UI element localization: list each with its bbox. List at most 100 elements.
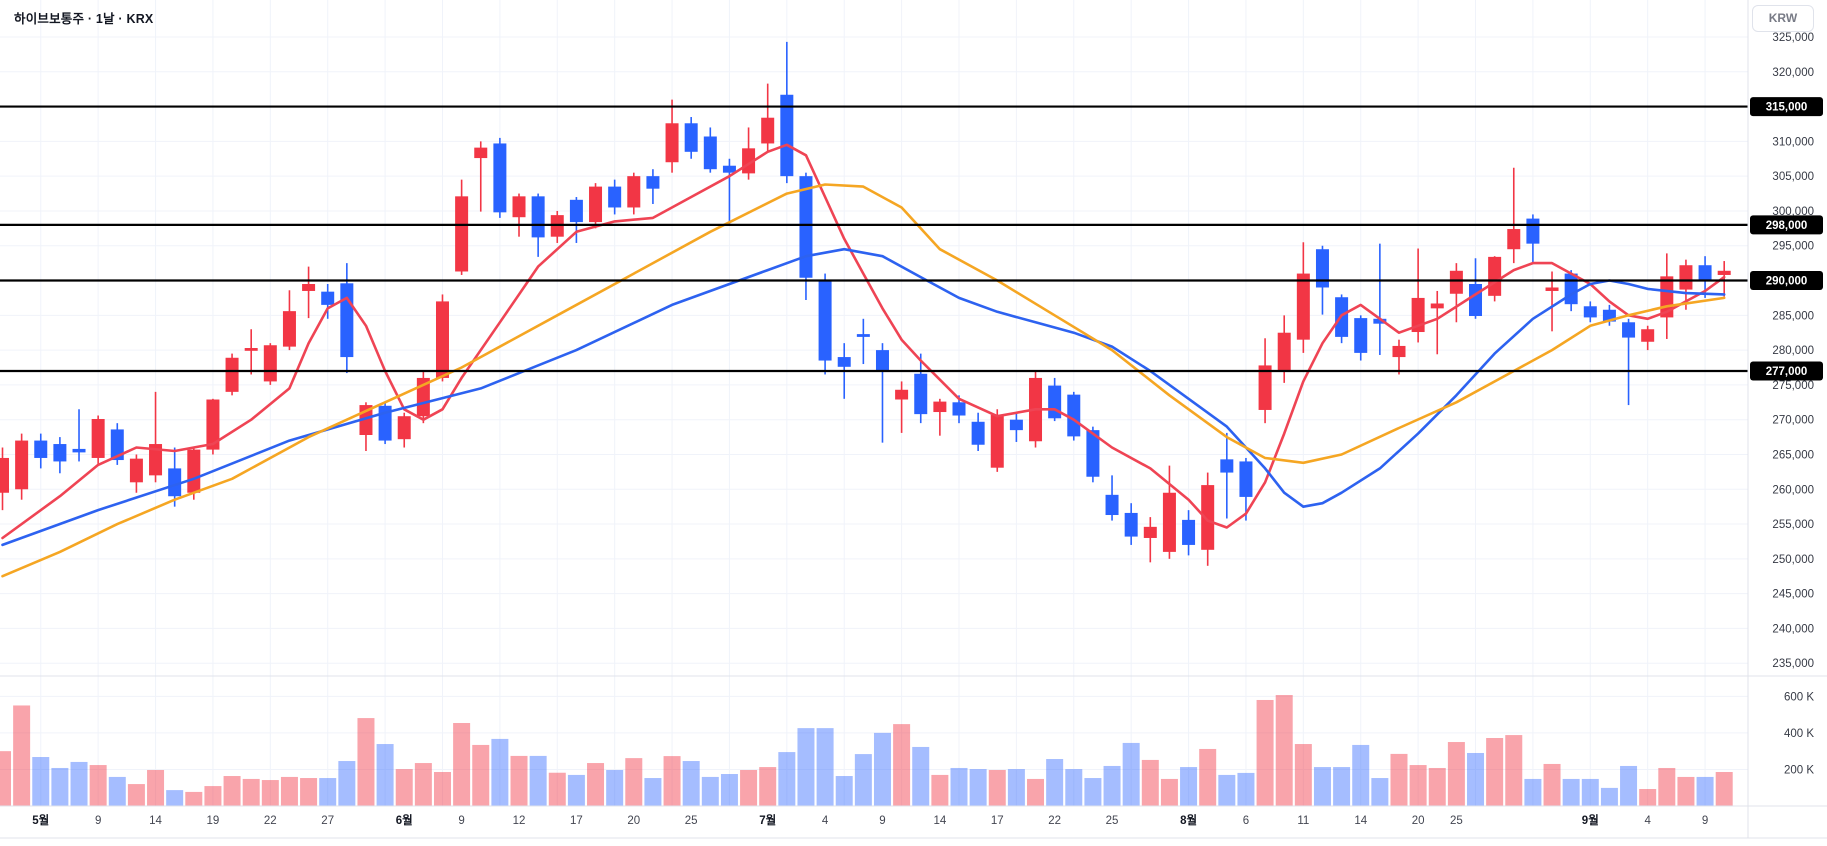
candle-body	[971, 421, 985, 445]
candle-body	[512, 196, 526, 218]
currency-toggle-button[interactable]: KRW	[1752, 5, 1814, 32]
candle-body	[206, 399, 220, 450]
candle-body	[0, 457, 9, 493]
candle-body	[1602, 309, 1616, 322]
candle-body	[1469, 284, 1483, 317]
volume-bar	[1237, 772, 1255, 806]
time-day-label: 9	[458, 815, 464, 827]
volume-bar	[1027, 778, 1045, 806]
price-tick-label: 300,000	[1772, 206, 1814, 218]
volume-bar	[491, 738, 509, 806]
time-day-label: 22	[264, 815, 277, 827]
volume-bar	[1524, 778, 1542, 806]
candle-body	[1277, 332, 1291, 371]
price-tick-label: 250,000	[1772, 554, 1814, 566]
candle-body	[589, 186, 603, 223]
price-tick-label: 255,000	[1772, 519, 1814, 531]
candle-body	[608, 186, 622, 208]
volume-bar	[70, 761, 88, 806]
volume-bar	[606, 769, 624, 806]
candle-body	[321, 291, 335, 305]
volume-bar	[1467, 752, 1485, 806]
time-day-label: 17	[991, 815, 1004, 827]
level-price-tag-label: 315,000	[1766, 102, 1808, 114]
moving-averages-layer	[1, 143, 1726, 578]
candle-body	[263, 345, 277, 382]
candle-body	[875, 350, 889, 372]
time-day-label: 12	[513, 815, 526, 827]
horizontal-level-lines	[0, 105, 1748, 373]
candle-body	[225, 357, 239, 392]
candle-body	[665, 123, 679, 163]
volume-bar	[625, 758, 643, 806]
volume-bar	[873, 732, 891, 806]
candle-body	[1124, 512, 1138, 537]
candle-body	[856, 334, 870, 337]
price-tick-label: 265,000	[1772, 449, 1814, 461]
price-tick-label: 245,000	[1772, 589, 1814, 601]
candle-body	[1679, 265, 1693, 290]
candle-body	[1067, 394, 1081, 437]
candle-body	[1220, 459, 1234, 473]
volume-bar	[51, 767, 69, 806]
volume-bar	[510, 755, 528, 806]
volume-bar	[204, 786, 222, 806]
candle-body	[1373, 318, 1387, 324]
candle-body	[53, 444, 67, 462]
ma-slow-yellow	[1, 183, 1726, 578]
time-day-label: 20	[1412, 815, 1425, 827]
volume-bar	[548, 772, 566, 806]
volume-bar	[931, 774, 949, 806]
volume-bar	[1313, 767, 1331, 806]
price-tick-label: 310,000	[1772, 136, 1814, 148]
candle-body	[1105, 494, 1119, 516]
candle-body	[1048, 385, 1062, 419]
candle-body	[435, 301, 449, 378]
candle-body	[1086, 430, 1100, 477]
volume-bar	[1256, 699, 1274, 806]
candle-body	[397, 416, 411, 440]
time-day-label: 17	[570, 815, 583, 827]
symbol-title[interactable]: 하이브보통주 · 1날 · KRX	[14, 12, 154, 26]
candle-body	[1583, 306, 1597, 318]
time-month-label: 7월	[759, 813, 776, 827]
volume-bar	[1447, 742, 1465, 806]
volume-bar	[950, 767, 968, 806]
candle-body	[1488, 256, 1502, 296]
time-month-label: 6월	[396, 813, 413, 827]
candle-body	[895, 389, 909, 400]
volume-bar	[1371, 778, 1389, 806]
volume-bar	[108, 776, 126, 806]
candle-body	[1296, 273, 1310, 340]
volume-bar	[1428, 767, 1446, 806]
volume-bar	[1065, 769, 1083, 806]
candle-body	[1143, 526, 1157, 538]
volume-bar	[127, 784, 145, 806]
volume-bar	[32, 757, 50, 806]
volume-bar	[893, 724, 911, 806]
volume-bar	[414, 763, 432, 806]
candle-body	[1162, 492, 1176, 552]
volume-bar	[1677, 776, 1695, 806]
price-tick-label: 295,000	[1772, 241, 1814, 253]
candle-body	[1182, 519, 1196, 545]
candle-body	[302, 284, 316, 291]
volume-bar	[740, 769, 758, 806]
volume-bar	[682, 761, 700, 806]
volume-bar	[1275, 695, 1293, 806]
price-axis[interactable]: 325,000 320,000 315,000 310,000 305,000 300,0…	[1750, 32, 1823, 776]
candle-body	[914, 373, 928, 415]
candles-layer	[0, 41, 1731, 566]
volume-bar	[567, 774, 585, 806]
volume-bar	[644, 778, 662, 806]
volume-bar	[89, 765, 107, 806]
candle-body	[493, 143, 507, 213]
time-axis[interactable]: 5월 9 14 19 22 27 6월 9 12 17 20 25 7월 4 9 14 17 22 25 8월 6 11 1…	[32, 813, 1708, 827]
volume-bar	[1103, 765, 1121, 806]
volume-tick-label: 200 K	[1784, 764, 1814, 776]
volume-bar	[0, 751, 11, 806]
volume-bar	[166, 790, 184, 806]
level-price-tag-label: 277,000	[1766, 366, 1808, 378]
